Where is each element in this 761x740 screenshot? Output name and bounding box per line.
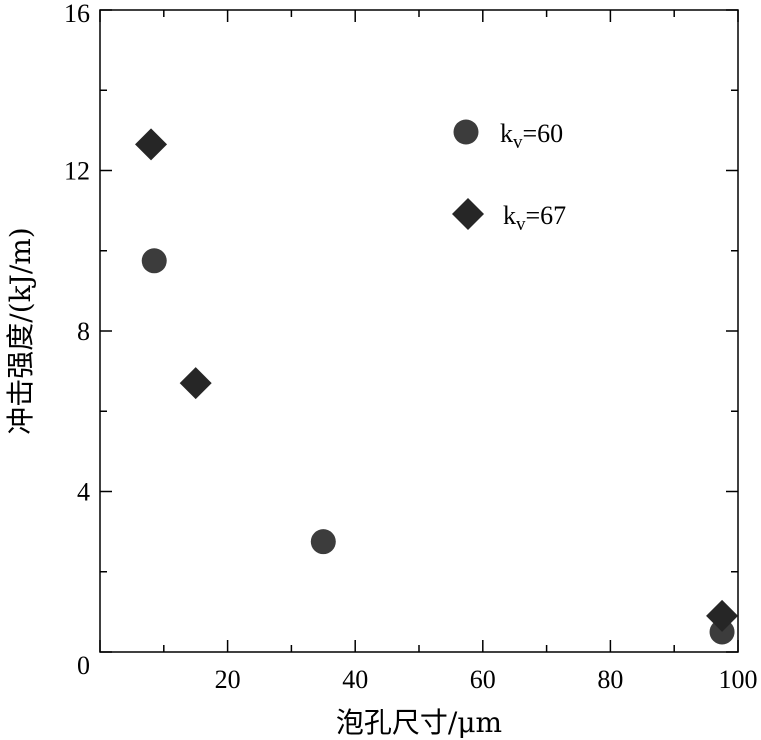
y-tick-label: 0: [77, 651, 90, 680]
diamond-point: [706, 599, 739, 632]
diamond-point: [135, 128, 168, 161]
legend-marker-circle: [453, 119, 479, 145]
y-tick-label: 16: [64, 0, 90, 28]
circle-point: [141, 248, 167, 274]
y-tick-label: 8: [77, 317, 90, 346]
legend-label: kv=67: [503, 201, 566, 235]
x-tick-label: 100: [719, 665, 758, 694]
y-tick-label: 12: [64, 157, 90, 186]
plot-frame: [99, 9, 739, 653]
data-points: [135, 128, 739, 645]
legend-marker-diamond: [452, 198, 484, 230]
x-tick-label: 40: [342, 665, 368, 694]
x-axis-label: 泡孔尺寸/μm: [336, 706, 502, 739]
axis-ticks: [99, 9, 739, 653]
tick-labels: 20 40 60 80 100 0 4 8 12 16: [64, 0, 758, 694]
x-tick-label: 80: [597, 665, 623, 694]
legend-label: kv=60: [500, 119, 563, 153]
legend: kv=60 kv=67: [452, 119, 566, 235]
circle-point: [310, 529, 336, 555]
y-tick-label: 4: [77, 478, 90, 507]
x-tick-label: 60: [470, 665, 496, 694]
circle-point: [709, 619, 735, 645]
y-axis-label: 冲击强度/(kJ/m): [4, 227, 37, 434]
x-tick-label: 20: [215, 665, 241, 694]
diamond-point: [179, 367, 212, 400]
